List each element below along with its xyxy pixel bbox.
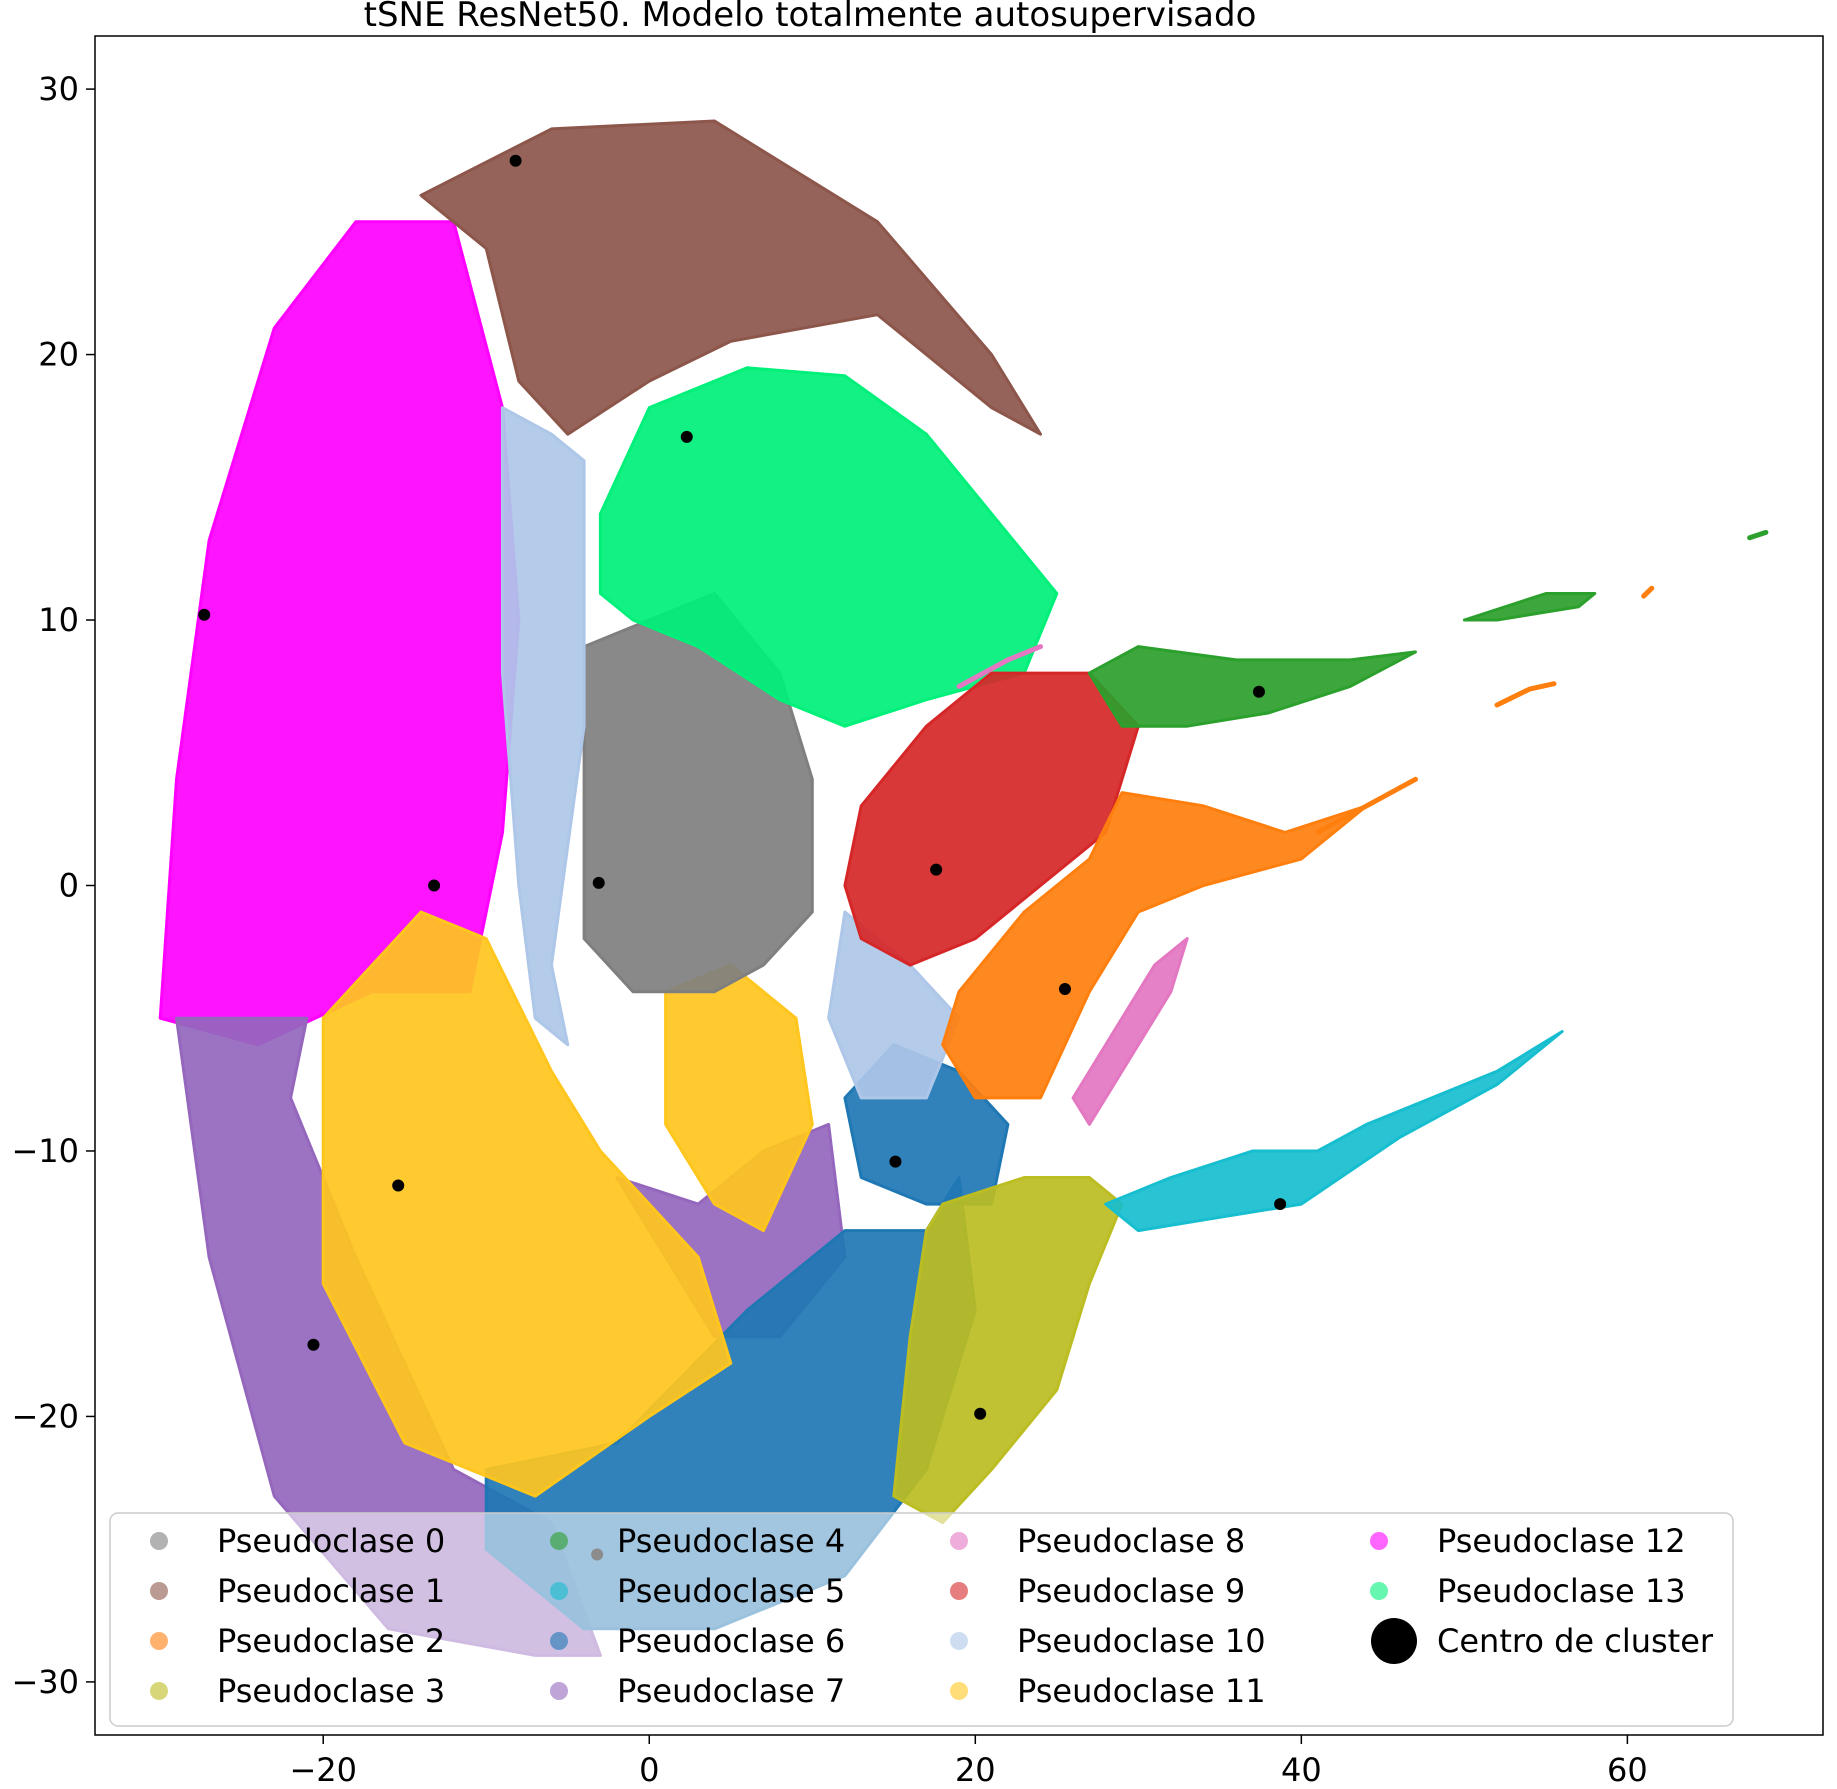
y-axis: 30 20 10 0 −10 −20 −30 xyxy=(11,70,95,1701)
legend-label: Pseudoclase 3 xyxy=(217,1672,445,1710)
legend-label: Pseudoclase 4 xyxy=(617,1522,845,1560)
y-tick-label: 0 xyxy=(59,867,79,905)
x-tick-label: 20 xyxy=(955,1751,996,1789)
cluster-region xyxy=(892,1176,1124,1525)
legend-marker xyxy=(950,1632,968,1650)
cluster-region xyxy=(1071,937,1189,1126)
cluster-region xyxy=(941,791,1368,1100)
cluster-center-point xyxy=(1058,983,1071,996)
legend-marker xyxy=(150,1582,168,1600)
legend-marker xyxy=(950,1582,968,1600)
x-tick-label: 60 xyxy=(1607,1751,1648,1789)
legend-marker xyxy=(950,1682,968,1700)
x-tick-label: 40 xyxy=(1281,1751,1322,1789)
legend-label: Pseudoclase 11 xyxy=(1017,1672,1266,1710)
legend-marker xyxy=(150,1632,168,1650)
x-axis: −20 0 20 40 60 xyxy=(289,1735,1648,1789)
x-tick-label: 0 xyxy=(639,1751,659,1789)
cluster-regions xyxy=(158,119,1769,1657)
y-tick-label: −10 xyxy=(11,1132,79,1170)
legend-label: Pseudoclase 8 xyxy=(1017,1522,1245,1560)
legend-marker xyxy=(550,1682,568,1700)
cluster-region xyxy=(1462,592,1597,622)
legend-label: Pseudoclase 2 xyxy=(217,1622,445,1660)
cluster-trail xyxy=(1494,681,1557,708)
legend-label: Pseudoclase 5 xyxy=(617,1572,845,1610)
legend-marker xyxy=(550,1532,568,1550)
legend-label: Pseudoclase 1 xyxy=(217,1572,445,1610)
legend-marker-center xyxy=(1371,1618,1417,1664)
cluster-center-point xyxy=(428,879,441,892)
legend-label: Pseudoclase 7 xyxy=(617,1672,845,1710)
cluster-centers xyxy=(198,154,1287,1561)
x-tick-label: −20 xyxy=(289,1751,357,1789)
cluster-center-point xyxy=(392,1179,405,1192)
y-tick-label: −20 xyxy=(11,1397,79,1435)
legend-marker xyxy=(150,1682,168,1700)
legend: Pseudoclase 0 Pseudoclase 1 Pseudoclase 2 P… xyxy=(109,1512,1734,1727)
cluster-trail xyxy=(1315,776,1418,835)
cluster-region xyxy=(1087,645,1417,728)
chart-title: tSNE ResNet50. Modelo totalmente autosup… xyxy=(364,0,1257,35)
legend-label: Pseudoclase 12 xyxy=(1437,1522,1686,1560)
legend-box xyxy=(109,1512,1734,1727)
y-tick-label: 20 xyxy=(38,336,79,374)
cluster-trail xyxy=(956,644,1043,689)
legend-label: Pseudoclase 10 xyxy=(1017,1622,1266,1660)
legend-marker xyxy=(950,1532,968,1550)
legend-label: Pseudoclase 9 xyxy=(1017,1572,1245,1610)
legend-label: Centro de cluster xyxy=(1437,1622,1714,1660)
cluster-center-point xyxy=(680,430,693,443)
cluster-trail xyxy=(1641,585,1655,599)
cluster-center-point xyxy=(1252,685,1265,698)
legend-marker xyxy=(550,1632,568,1650)
cluster-center-point xyxy=(509,154,522,167)
cluster-center-point xyxy=(198,608,211,621)
legend-marker xyxy=(1370,1532,1388,1550)
y-tick-label: 30 xyxy=(38,70,79,108)
cluster-region xyxy=(321,910,733,1498)
cluster-center-point xyxy=(307,1338,320,1351)
cluster-center-point xyxy=(1274,1198,1287,1211)
cluster-center-point xyxy=(930,863,943,876)
legend-marker xyxy=(550,1582,568,1600)
y-tick-label: −30 xyxy=(11,1663,79,1701)
cluster-center-point xyxy=(889,1155,902,1168)
legend-label: Pseudoclase 6 xyxy=(617,1622,845,1660)
cluster-region xyxy=(419,119,1042,436)
cluster-trail xyxy=(1747,529,1769,541)
cluster-region xyxy=(1104,1030,1564,1233)
legend-label: Pseudoclase 13 xyxy=(1437,1572,1686,1610)
cluster-region xyxy=(843,671,1140,967)
cluster-center-point xyxy=(974,1407,987,1420)
cluster-region xyxy=(501,406,586,1047)
legend-label: Pseudoclase 0 xyxy=(217,1522,445,1560)
cluster-center-point xyxy=(592,876,605,889)
cluster-region xyxy=(158,220,521,1047)
legend-marker xyxy=(1370,1582,1388,1600)
y-tick-label: 10 xyxy=(38,601,79,639)
legend-marker xyxy=(150,1532,168,1550)
